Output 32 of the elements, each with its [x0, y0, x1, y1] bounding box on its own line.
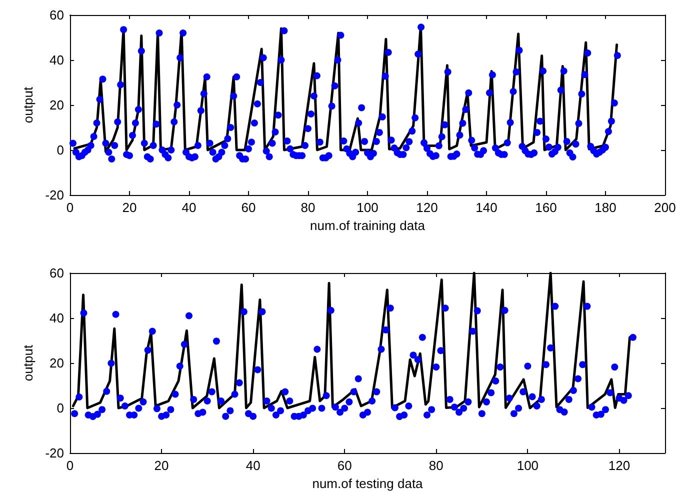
x-tick-label: 40 — [182, 200, 196, 215]
x-tick-label: 40 — [246, 458, 260, 473]
x-tick-label: 100 — [516, 458, 539, 473]
y-tick-label: -20 — [45, 446, 64, 460]
x-tick-label: 20 — [154, 458, 169, 473]
x-tick-label: 80 — [428, 458, 444, 473]
x-tick-label: 180 — [594, 200, 616, 215]
y-tick-label: 60 — [50, 8, 64, 22]
y-axis-title: output — [20, 344, 36, 382]
y-tick-label: -20 — [45, 188, 64, 202]
x-tick-label: 120 — [608, 458, 630, 473]
y-axis-title: output — [20, 86, 36, 124]
x-tick-label: 80 — [300, 200, 316, 215]
y-tick-label: 40 — [50, 52, 64, 68]
x-tick-label: 60 — [337, 458, 352, 473]
x-axis-title: num.of training data — [310, 218, 426, 233]
x-tick-label: 160 — [535, 200, 557, 215]
x-tick-label: 60 — [241, 200, 256, 215]
y-tick-label: 0 — [56, 142, 64, 158]
x-tick-label: 20 — [122, 200, 137, 215]
y-tick-label: 20 — [50, 356, 64, 370]
x-tick-label: 200 — [654, 200, 676, 215]
x-tick-label: 0 — [66, 200, 74, 215]
x-tick-label: 100 — [356, 200, 378, 215]
x-tick-label: 140 — [476, 200, 498, 215]
x-tick-label: 0 — [66, 458, 74, 473]
y-tick-label: 40 — [50, 310, 64, 326]
x-tick-label: 120 — [416, 200, 438, 215]
y-tick-label: 20 — [50, 98, 64, 112]
x-axis-title: num.of testing data — [312, 476, 424, 491]
y-tick-label: 0 — [56, 400, 64, 416]
y-tick-label: 60 — [50, 266, 64, 280]
